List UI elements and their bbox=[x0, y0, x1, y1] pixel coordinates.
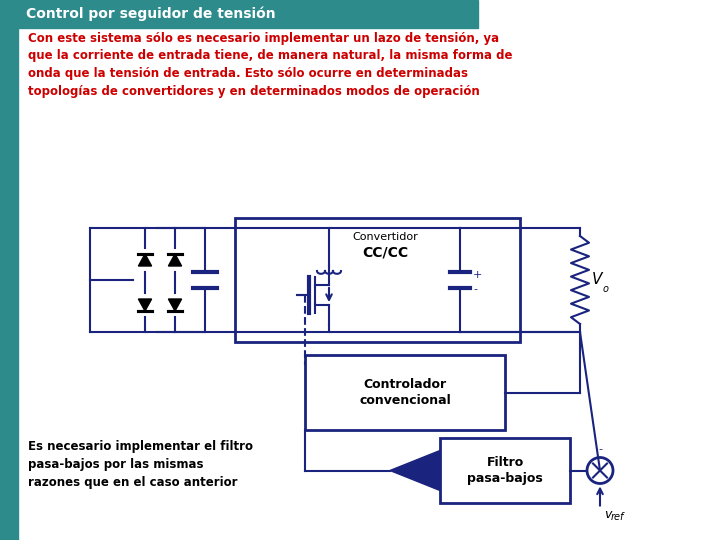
Text: -: - bbox=[598, 444, 602, 455]
Text: Es necesario implementar el filtro
pasa-bajos por las mismas
razones que en el c: Es necesario implementar el filtro pasa-… bbox=[28, 440, 253, 489]
Text: pasa-bajos: pasa-bajos bbox=[467, 472, 543, 485]
Text: Control por seguidor de tensión: Control por seguidor de tensión bbox=[26, 6, 276, 21]
Polygon shape bbox=[168, 254, 181, 266]
Text: CC/CC: CC/CC bbox=[362, 245, 408, 259]
Polygon shape bbox=[168, 299, 181, 311]
Text: convencional: convencional bbox=[359, 394, 451, 407]
Bar bbox=[440, 438, 570, 503]
Text: Corrección del Factor de Potencia: Corrección del Factor de Potencia bbox=[4, 291, 14, 489]
Polygon shape bbox=[138, 299, 152, 311]
Bar bbox=[0, 0, 18, 540]
Bar bbox=[235, 218, 520, 342]
Text: Controlador: Controlador bbox=[364, 378, 446, 391]
Polygon shape bbox=[138, 254, 152, 266]
Bar bbox=[18, 0, 478, 28]
Text: Filtro: Filtro bbox=[487, 456, 523, 469]
Text: v: v bbox=[604, 509, 611, 522]
Text: o: o bbox=[603, 284, 609, 294]
Text: ref: ref bbox=[611, 511, 624, 522]
Text: -: - bbox=[473, 284, 477, 294]
Circle shape bbox=[587, 457, 613, 483]
Polygon shape bbox=[390, 450, 440, 490]
Text: V: V bbox=[592, 273, 603, 287]
Text: Convertidor: Convertidor bbox=[352, 232, 418, 242]
Text: +: + bbox=[473, 270, 482, 280]
Text: Con este sistema sólo es necesario implementar un lazo de tensión, ya
que la cor: Con este sistema sólo es necesario imple… bbox=[28, 32, 513, 98]
Bar bbox=[305, 355, 505, 430]
